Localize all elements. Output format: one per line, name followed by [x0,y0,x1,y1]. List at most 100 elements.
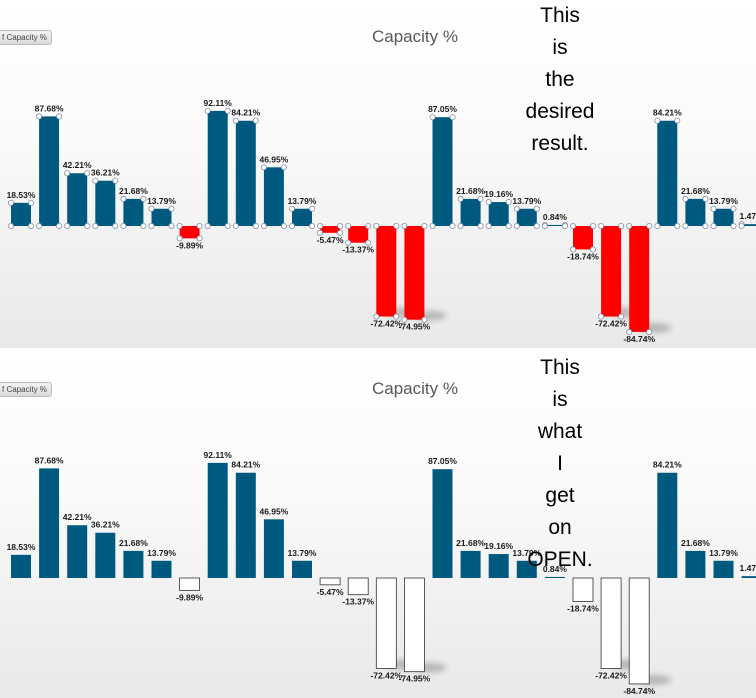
bar[interactable] [375,577,397,669]
bar[interactable] [67,173,88,226]
selection-handle[interactable] [598,222,605,229]
selection-handle[interactable] [598,313,605,320]
selection-handle[interactable] [730,205,737,212]
selection-handle[interactable] [730,222,737,229]
bar[interactable] [544,224,565,226]
bar[interactable] [151,208,172,226]
bar[interactable] [572,577,594,602]
bar[interactable] [179,226,200,239]
selection-handle[interactable] [401,222,408,229]
selection-handle[interactable] [710,205,717,212]
selection-handle[interactable] [308,222,315,229]
bar[interactable] [460,550,481,578]
selection-handle[interactable] [485,222,492,229]
bar[interactable] [685,550,706,578]
bar[interactable] [488,554,509,578]
selection-handle[interactable] [561,222,568,229]
bar[interactable] [629,226,650,332]
bar[interactable] [741,576,756,578]
field-button-capacity[interactable]: f Capacity % [0,30,52,45]
selection-handle[interactable] [618,222,625,229]
bar[interactable] [95,532,116,578]
bar[interactable] [685,198,706,226]
selection-handle[interactable] [27,199,34,206]
selection-handle[interactable] [168,222,175,229]
bar[interactable] [179,577,201,591]
bar[interactable] [319,577,341,586]
selection-handle[interactable] [112,222,119,229]
selection-handle[interactable] [232,117,239,124]
selection-handle[interactable] [196,222,203,229]
selection-handle[interactable] [674,222,681,229]
selection-handle[interactable] [393,313,400,320]
bar[interactable] [628,577,650,685]
selection-handle[interactable] [288,222,295,229]
selection-handle[interactable] [252,117,259,124]
selection-handle[interactable] [533,222,540,229]
selection-handle[interactable] [541,222,548,229]
bar[interactable] [292,560,312,578]
selection-handle[interactable] [449,114,456,121]
selection-handle[interactable] [280,164,287,171]
bar[interactable] [235,120,256,226]
selection-handle[interactable] [702,222,709,229]
selection-handle[interactable] [317,229,324,236]
bar[interactable] [263,167,284,226]
selection-handle[interactable] [176,222,183,229]
selection-handle[interactable] [84,222,91,229]
selection-handle[interactable] [56,222,63,229]
selection-handle[interactable] [204,222,211,229]
selection-handle[interactable] [429,222,436,229]
selection-handle[interactable] [204,107,211,114]
bar[interactable] [573,226,593,250]
bar[interactable] [207,110,228,226]
selection-handle[interactable] [345,222,352,229]
selection-handle[interactable] [337,229,344,236]
selection-handle[interactable] [513,222,520,229]
bar[interactable] [432,469,453,578]
selection-handle[interactable] [429,114,436,121]
selection-handle[interactable] [232,222,239,229]
bar[interactable] [404,226,425,320]
bar[interactable] [95,180,116,226]
selection-handle[interactable] [7,222,14,229]
selection-handle[interactable] [373,313,380,320]
bar[interactable] [11,554,31,578]
bar[interactable] [713,208,734,226]
bar[interactable] [151,560,172,578]
bar[interactable] [600,577,622,669]
selection-handle[interactable] [393,222,400,229]
bar[interactable] [39,468,60,578]
selection-handle[interactable] [570,246,577,253]
selection-handle[interactable] [260,164,267,171]
selection-handle[interactable] [618,313,625,320]
selection-handle[interactable] [64,170,71,177]
selection-handle[interactable] [224,222,231,229]
field-button-capacity[interactable]: f Capacity % [0,382,52,397]
selection-handle[interactable] [280,222,287,229]
bar[interactable] [488,202,509,226]
selection-handle[interactable] [337,222,344,229]
selection-handle[interactable] [590,246,597,253]
bar[interactable] [263,519,284,578]
bar[interactable] [376,226,397,317]
selection-handle[interactable] [120,222,127,229]
bar[interactable] [123,550,144,578]
selection-handle[interactable] [533,205,540,212]
selection-handle[interactable] [626,328,633,335]
selection-handle[interactable] [702,195,709,202]
selection-handle[interactable] [646,328,653,335]
bar[interactable] [39,116,60,226]
selection-handle[interactable] [317,222,324,229]
bar[interactable] [347,577,369,596]
selection-handle[interactable] [373,222,380,229]
bar[interactable] [741,224,756,226]
selection-handle[interactable] [140,195,147,202]
bar[interactable] [657,472,678,578]
bar[interactable] [320,226,341,233]
selection-handle[interactable] [64,222,71,229]
bar[interactable] [544,576,565,578]
bar[interactable] [657,120,678,226]
selection-handle[interactable] [140,222,147,229]
bar[interactable] [516,208,537,226]
